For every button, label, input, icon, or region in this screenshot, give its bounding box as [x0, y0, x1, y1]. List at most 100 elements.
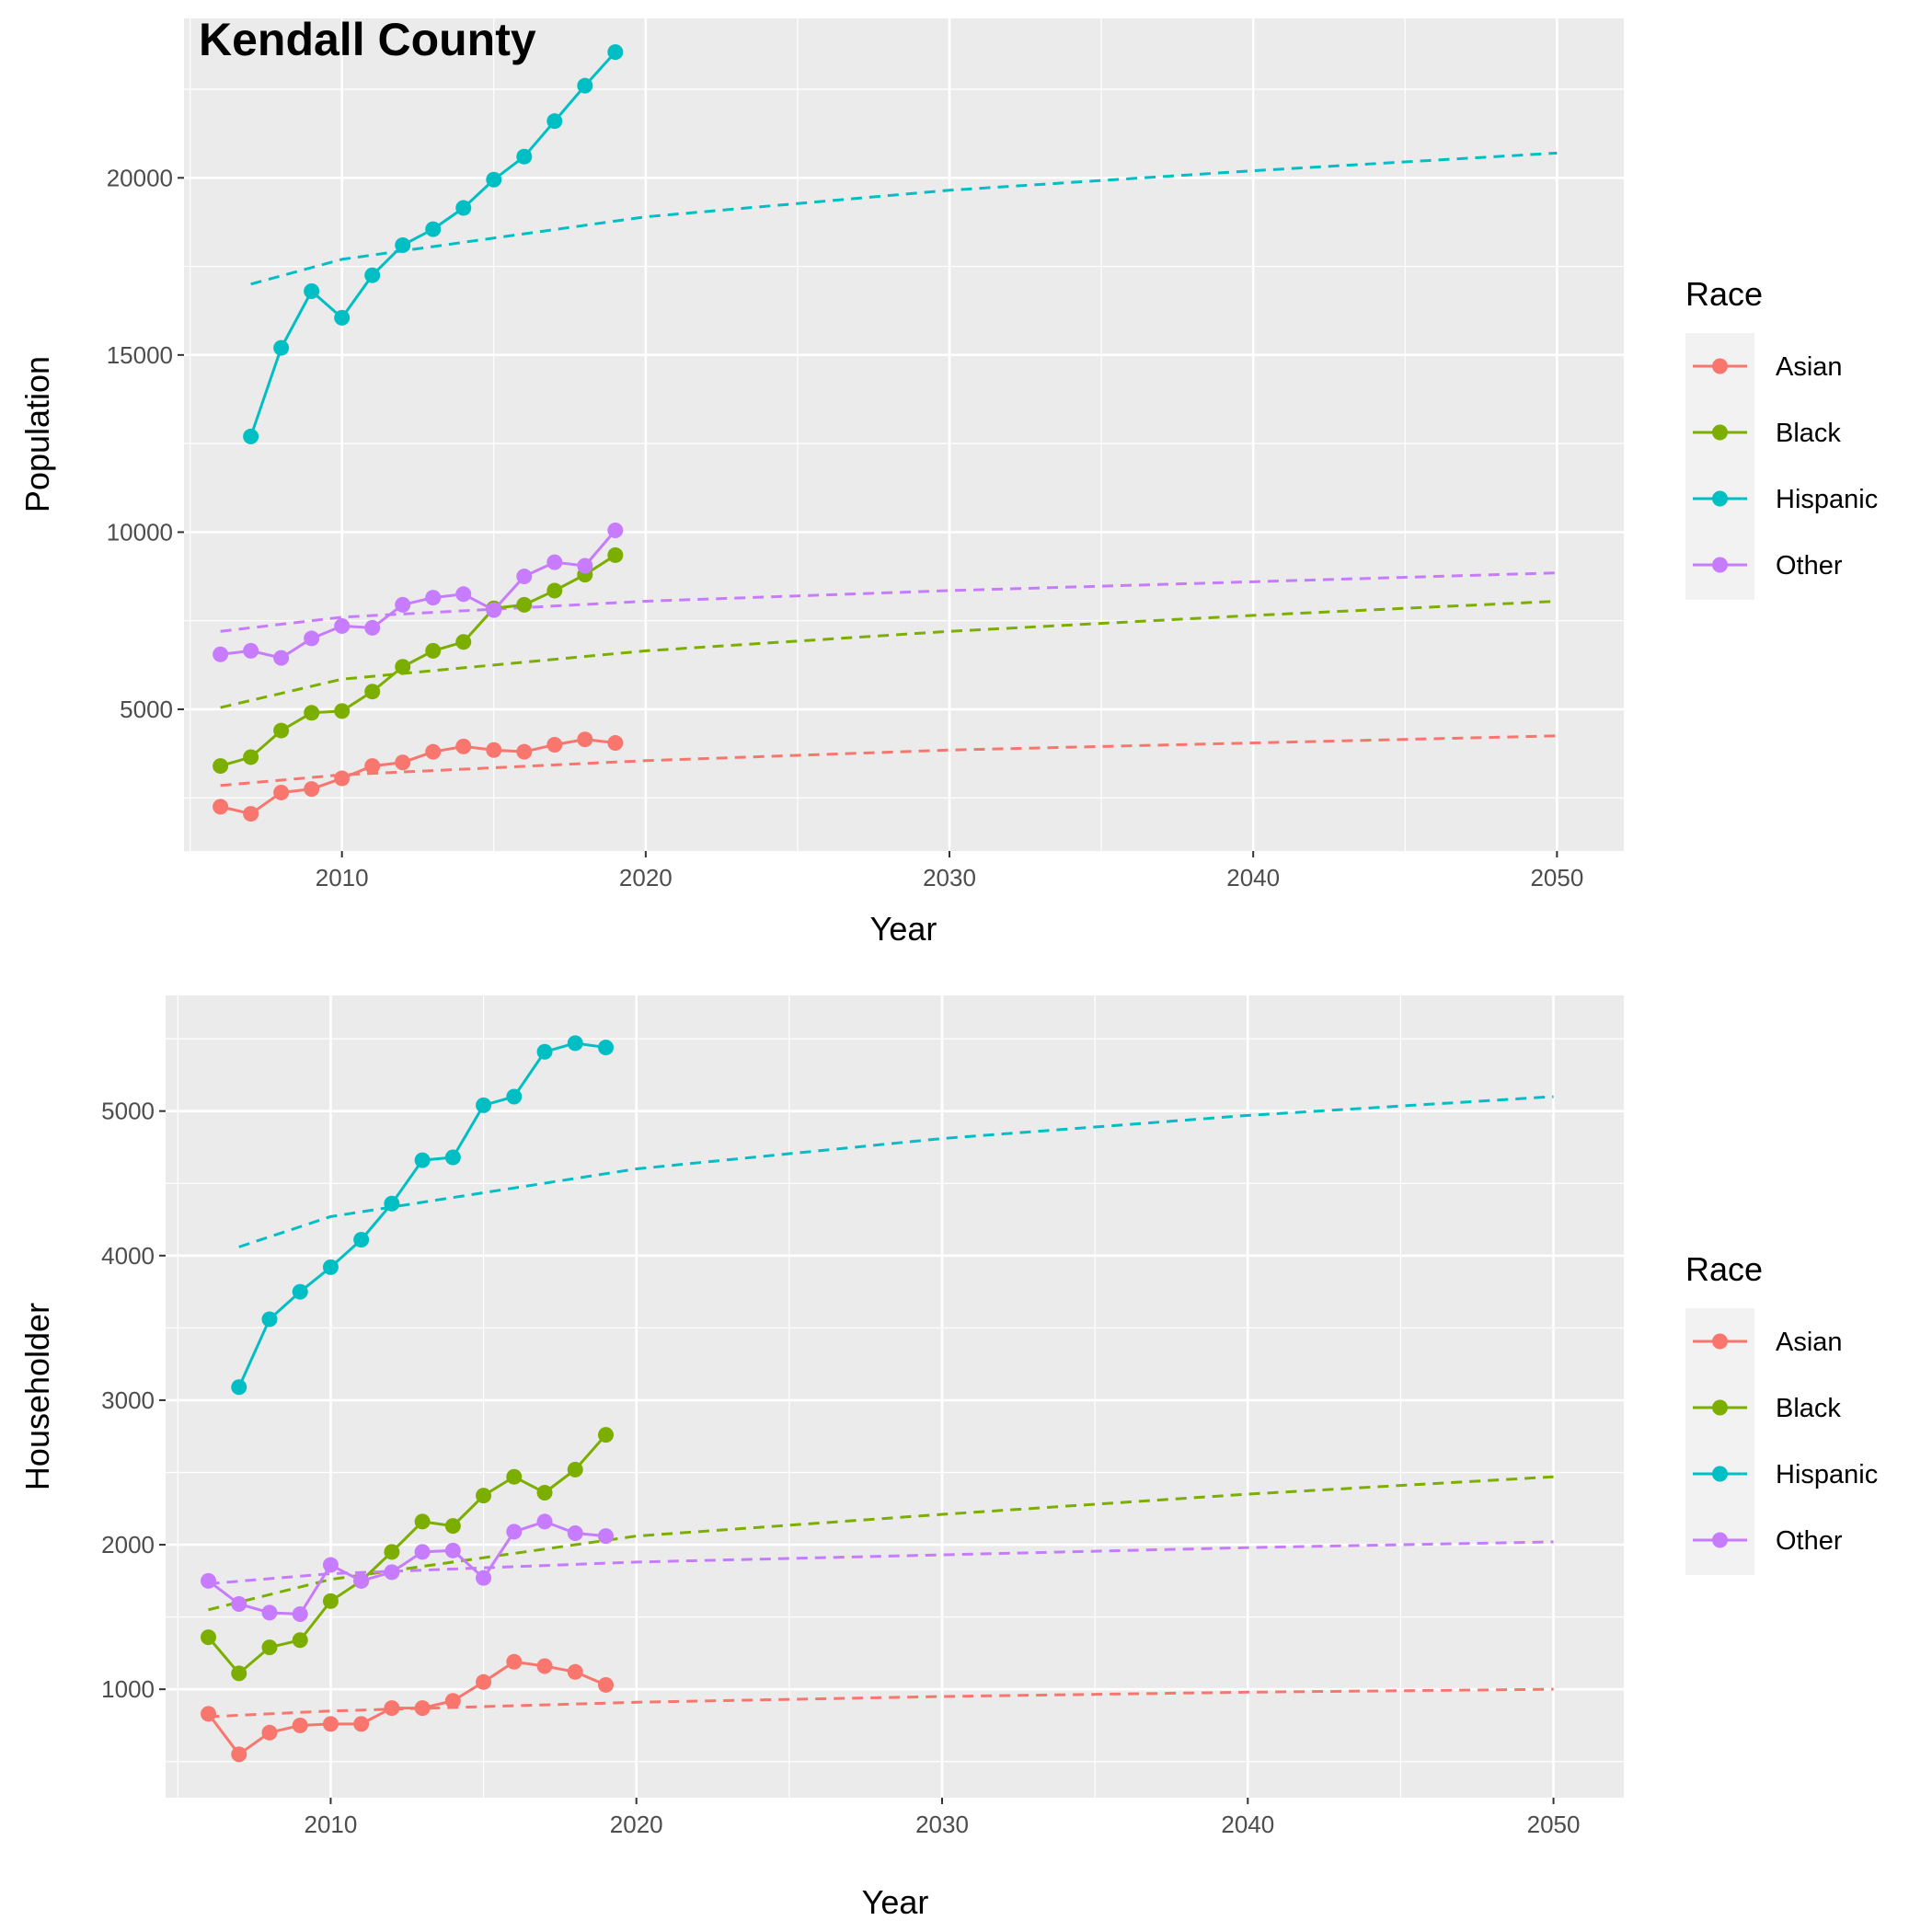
householder-point-black: [261, 1639, 278, 1656]
population-point-other: [395, 596, 411, 613]
population-point-black: [213, 758, 229, 775]
population-point-asian: [334, 770, 351, 787]
householder-y-tick-label: 3000: [101, 1386, 155, 1414]
population-legend-entries: Asian Black Hispanic Other: [1693, 352, 1878, 581]
population-x-tick-label: 2030: [923, 864, 976, 891]
population-projection-line-asian: [220, 734, 1558, 788]
population-point-hispanic: [607, 44, 624, 61]
population-legend-key-point-black: [1712, 424, 1728, 441]
population-projection-line-other: [220, 571, 1558, 633]
population-panel: 2010 2020 2030 2040 2050 5000 10000 15000 20000…: [18, 14, 1878, 948]
householder-legend-key-point-asian: [1712, 1333, 1728, 1350]
population-legend-key-point-hispanic: [1712, 490, 1728, 507]
householder-point-hispanic: [322, 1259, 339, 1275]
householder-legend-key-background: [1685, 1308, 1754, 1575]
householder-y-tick-label: 1000: [101, 1675, 155, 1703]
population-point-other: [213, 646, 229, 662]
householder-y-tick-label: 4000: [101, 1242, 155, 1270]
population-point-hispanic: [395, 236, 411, 253]
householder-legend-key-point-black: [1712, 1399, 1728, 1416]
population-x-tick-label: 2020: [619, 864, 673, 891]
population-point-asian: [486, 742, 502, 758]
householder-point-hispanic: [567, 1035, 583, 1052]
householder-point-other: [384, 1564, 400, 1581]
population-legend-label-asian: Asian: [1776, 352, 1843, 382]
population-point-other: [304, 630, 320, 647]
population-point-asian: [395, 754, 411, 771]
population-point-black: [546, 582, 563, 599]
householder-point-asian: [384, 1700, 400, 1717]
population-y-axis-title: Population: [18, 356, 56, 512]
householder-point-asian: [322, 1716, 339, 1732]
population-point-black: [607, 546, 624, 563]
householder-point-black: [414, 1513, 431, 1530]
population-point-asian: [577, 731, 593, 748]
population-point-black: [334, 703, 351, 719]
householder-point-asian: [506, 1653, 523, 1670]
population-y-tick-label: 10000: [107, 518, 173, 546]
householder-point-hispanic: [444, 1149, 461, 1166]
householder-legend: Race Asian Black Hispanic Other: [1685, 1250, 1878, 1575]
population-x-axis-title: Year: [870, 910, 937, 948]
householder-point-black: [444, 1518, 461, 1535]
population-point-hispanic: [334, 309, 351, 326]
householder-point-other: [444, 1542, 461, 1558]
householder-point-hispanic: [231, 1379, 247, 1396]
householder-x-axis-title: Year: [862, 1883, 929, 1921]
householder-y-tick-label: 5000: [101, 1098, 155, 1125]
householder-legend-title: Race: [1685, 1250, 1763, 1288]
householder-point-black: [322, 1593, 339, 1609]
householder-point-hispanic: [261, 1311, 278, 1328]
population-point-other: [455, 586, 472, 603]
householder-point-black: [201, 1629, 217, 1646]
householder-point-asian: [292, 1717, 308, 1733]
householder-x-tick-label: 2050: [1527, 1811, 1581, 1838]
householder-projection-line-other: [208, 1540, 1554, 1585]
householder-point-asian: [231, 1746, 247, 1763]
householder-point-hispanic: [597, 1040, 614, 1056]
population-point-asian: [607, 735, 624, 752]
population-point-hispanic: [364, 267, 381, 283]
householder-point-black: [231, 1665, 247, 1682]
population-point-black: [425, 642, 442, 659]
population-point-other: [273, 650, 290, 666]
householder-point-other: [536, 1513, 553, 1530]
population-legend-key-background: [1685, 333, 1754, 600]
householder-legend-label-other: Other: [1776, 1526, 1843, 1556]
population-point-asian: [243, 806, 259, 822]
householder-x-tick-label: 2030: [915, 1811, 969, 1838]
population-point-black: [395, 659, 411, 675]
population-point-hispanic: [577, 77, 593, 94]
population-point-asian: [304, 781, 320, 798]
householder-point-other: [353, 1572, 370, 1589]
householder-point-hispanic: [536, 1043, 553, 1060]
population-legend-label-hispanic: Hispanic: [1776, 485, 1878, 514]
population-y-tick-label: 20000: [107, 164, 173, 191]
population-x-ticks: 2010 2020 2030 2040 2050: [316, 851, 1583, 891]
chart-title: Kendall County: [199, 14, 536, 65]
population-y-ticks: 5000 10000 15000 20000: [107, 164, 184, 723]
population-gridlines: [184, 18, 1624, 851]
population-point-other: [546, 554, 563, 570]
householder-point-other: [322, 1557, 339, 1573]
householder-point-hispanic: [292, 1283, 308, 1300]
population-point-asian: [546, 736, 563, 753]
population-point-hispanic: [546, 113, 563, 130]
householder-x-ticks: 2010 2020 2030 2040 2050: [305, 1798, 1581, 1838]
population-point-other: [364, 619, 381, 636]
population-legend-title: Race: [1685, 275, 1763, 313]
population-point-asian: [273, 784, 290, 800]
householder-point-hispanic: [384, 1195, 400, 1212]
population-x-tick-label: 2040: [1226, 864, 1280, 891]
householder-point-hispanic: [476, 1097, 492, 1113]
population-legend-label-other: Other: [1776, 551, 1843, 581]
householder-panel: 2010 2020 2030 2040 2050 1000 2000 3000 4000 500…: [18, 995, 1878, 1921]
population-point-other: [243, 642, 259, 659]
householder-point-other: [476, 1570, 492, 1586]
population-point-black: [243, 749, 259, 765]
householder-point-asian: [353, 1716, 370, 1732]
population-legend: Race Asian Black Hispanic Other: [1685, 275, 1878, 600]
population-point-other: [577, 558, 593, 574]
population-series: [213, 44, 1558, 822]
